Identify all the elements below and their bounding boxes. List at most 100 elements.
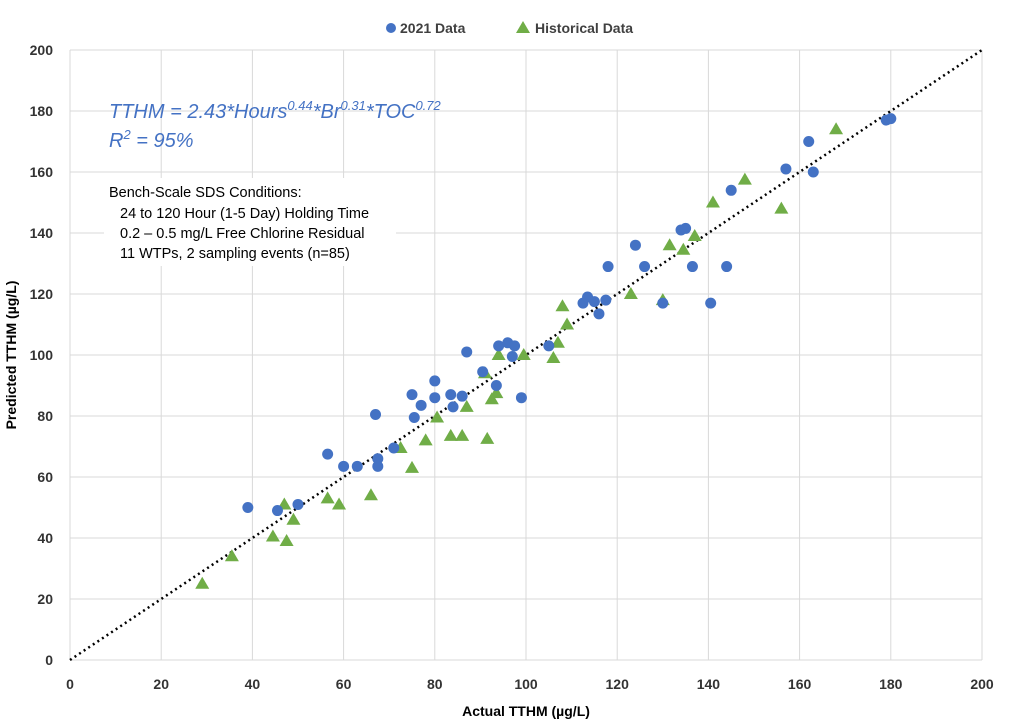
data-2021-point [686,261,698,273]
equation-toc: *TOC [366,101,416,123]
data-2021-point [493,340,505,352]
data-2021-point [477,366,489,378]
y-tick-label: 100 [30,347,54,363]
data-points [195,113,897,589]
data-2021-point [639,261,651,273]
historical-data-point [418,433,433,446]
data-2021-point [322,448,334,460]
historical-data-point [546,351,561,364]
y-tick-label: 60 [37,469,53,485]
data-2021-point [456,390,468,402]
y-tick-label: 0 [45,652,53,668]
x-tick-label: 20 [153,676,169,692]
x-tick-label: 140 [697,676,721,692]
historical-data-point [279,534,294,547]
r2-prefix: R [109,130,123,152]
data-2021-point [543,340,555,352]
historical-data-point [265,529,280,542]
note-heading: Bench-Scale SDS Conditions: [109,185,302,201]
historical-data-point [443,428,458,441]
x-axis-title: Actual TTHM (µg/L) [462,703,590,719]
legend-2021-label: 2021 Data [400,20,466,36]
data-2021-point [588,296,600,308]
x-tick-label: 60 [336,676,352,692]
data-2021-point [338,460,350,472]
historical-data-point [363,488,378,501]
data-2021-point [515,392,527,404]
data-2021-point [415,399,427,411]
data-2021-point [705,297,717,309]
note-line-3: 11 WTPs, 2 sampling events (n=85) [120,246,350,262]
data-2021-point [372,453,384,465]
data-2021-point [593,308,605,320]
data-2021-point [803,136,815,147]
equation-br: *Br [313,101,342,123]
equation-text: TTHM = 2.43*Hours0.44*Br0.31*TOC0.72 [109,98,442,123]
historical-data-point [676,242,691,255]
historical-data-point [555,299,570,312]
data-2021-point [680,222,692,234]
equation-exp-toc: 0.72 [415,98,441,113]
historical-data-point [550,335,565,348]
note-line-2: 0.2 – 0.5 mg/L Free Chlorine Residual [120,226,364,242]
historical-data-point [480,431,495,444]
data-2021-point [292,498,304,510]
data-2021-point [602,261,614,273]
r2-suffix: = 95% [131,130,194,152]
historical-data-point [405,460,419,473]
historical-data-point [491,348,506,360]
historical-data-point [774,201,789,214]
data-2021-point [600,294,612,306]
grid-lines [69,49,983,661]
x-tick-label: 40 [245,676,261,692]
legend-historical-label: Historical Data [535,20,633,36]
data-2021-point [408,412,420,424]
historical-data-point [459,399,474,412]
data-2021-point [370,408,382,420]
legend: 2021 Data Historical Data [386,20,633,36]
x-tick-label: 80 [427,676,443,692]
x-tick-label: 160 [788,676,812,692]
historical-data-point [332,497,347,510]
regression-equation: TTHM = 2.43*Hours0.44*Br0.31*TOC0.72 R2 … [109,98,442,152]
conditions-note: Bench-Scale SDS Conditions: 24 to 120 Ho… [104,178,396,266]
data-2021-point [429,375,441,387]
data-2021-point [629,239,641,251]
data-2021-point [351,460,363,472]
historical-data-point [489,386,504,399]
r2-exp: 2 [122,127,131,142]
x-axis-ticks: 0 20 40 60 80 100 120 140 160 180 200 [66,676,994,692]
data-2021-point [406,389,418,401]
data-2021-point [506,351,518,363]
historical-data-point [430,410,445,423]
historical-data-point [623,287,638,299]
x-tick-label: 0 [66,676,74,692]
reference-line-group [69,48,983,662]
x-tick-label: 200 [970,676,994,692]
historical-data-point [224,549,239,562]
r-squared-text: R2 = 95% [109,127,194,152]
data-2021-point [429,392,441,404]
historical-data-point [455,428,470,441]
data-2021-point [657,297,669,309]
legend-historical-marker [516,21,530,33]
historical-data-point [829,122,844,135]
historical-data-point [737,172,752,185]
data-2021-point [271,505,283,517]
data-2021-point [509,340,521,352]
historical-data-point [484,392,499,405]
conditions-note-background [104,178,396,266]
y-tick-label: 200 [30,42,54,58]
equation-exp-hours: 0.44 [287,98,312,113]
y-axis-ticks: 0 20 40 60 80 100 120 140 160 180 200 [30,42,54,668]
x-tick-label: 120 [606,676,630,692]
data-2021-point [461,346,473,358]
historical-data-point [286,512,301,525]
data-2021-point [445,389,457,401]
x-tick-label: 180 [879,676,903,692]
note-line-1: 24 to 120 Hour (1-5 Day) Holding Time [120,206,369,222]
y-tick-label: 20 [37,591,53,607]
historical-data-point [195,576,210,589]
legend-2021-marker [386,23,396,33]
